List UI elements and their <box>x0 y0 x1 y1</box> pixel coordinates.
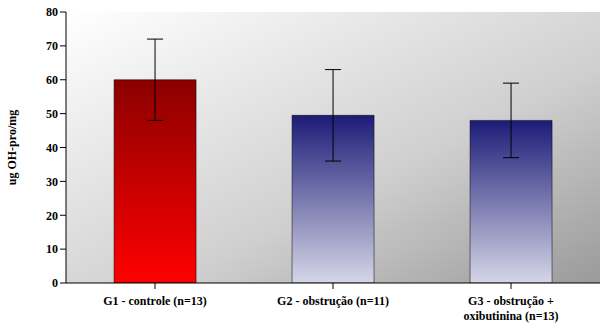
svg-text:80: 80 <box>46 5 58 19</box>
svg-text:30: 30 <box>46 175 58 189</box>
svg-text:40: 40 <box>46 141 58 155</box>
svg-text:ug OH-pro/mg: ug OH-pro/mg <box>8 110 19 185</box>
svg-text:50: 50 <box>46 107 58 121</box>
svg-text:G3 - obstrução +oxibutinina (n: G3 - obstrução +oxibutinina (n=13) <box>463 294 558 323</box>
svg-text:70: 70 <box>46 39 58 53</box>
svg-text:0: 0 <box>52 276 58 290</box>
svg-text:G2 - obstrução (n=11): G2 - obstrução (n=11) <box>277 294 389 308</box>
svg-text:10: 10 <box>46 242 58 256</box>
svg-text:G1 - controle (n=13): G1 - controle (n=13) <box>103 294 207 308</box>
svg-text:20: 20 <box>46 209 58 223</box>
svg-text:60: 60 <box>46 73 58 87</box>
